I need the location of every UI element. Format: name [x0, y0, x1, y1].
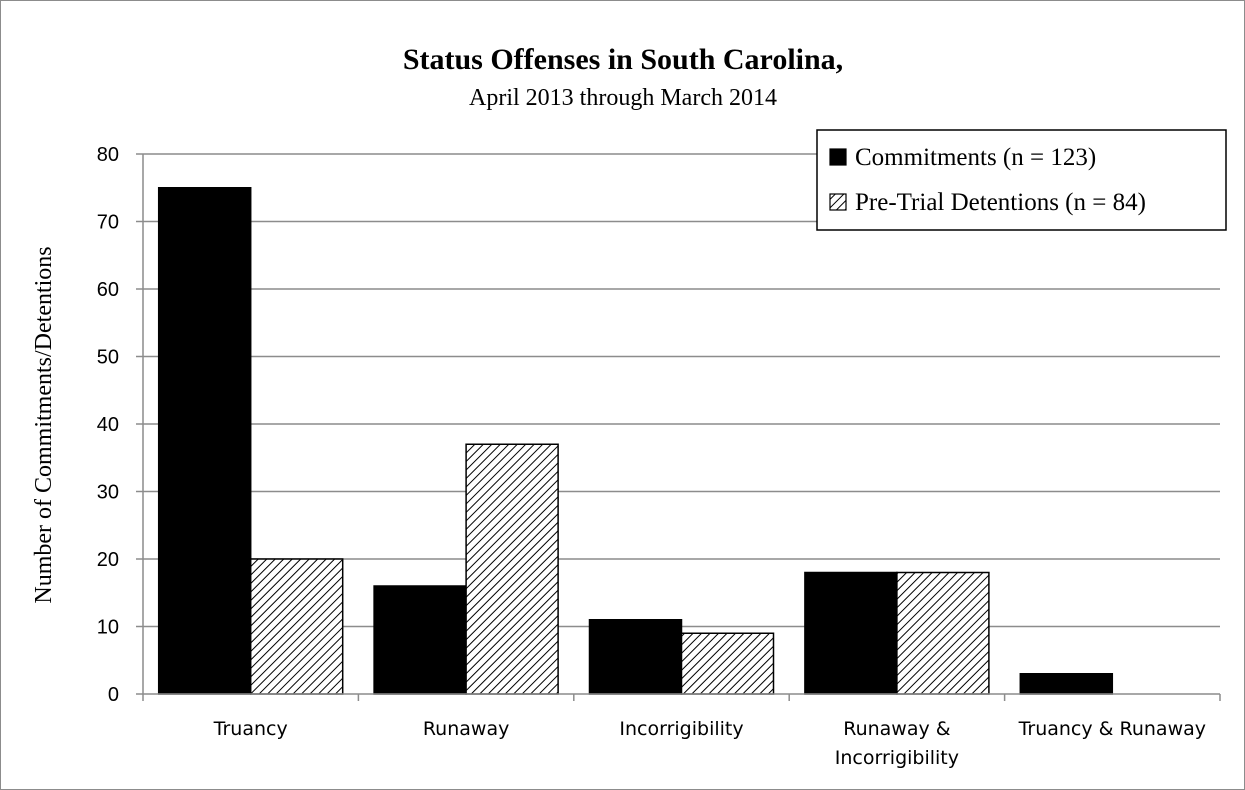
y-tick-label-80: 80	[97, 144, 119, 166]
bar-commitments-1	[373, 585, 467, 695]
y-tick-label-50: 50	[97, 347, 119, 369]
legend-label-0: Commitments (n = 123)	[855, 144, 1096, 171]
y-tick-label-10: 10	[97, 617, 119, 639]
x-tick-label-3-0: Runaway &	[843, 718, 951, 740]
bar-commitments-4	[1019, 673, 1114, 695]
x-tick-label-3-1: Incorrigibility	[835, 747, 959, 769]
x-tick-label-1-0: Runaway	[423, 718, 510, 740]
bar-commitments-0	[157, 187, 252, 695]
x-tick-label-0-0: Truancy	[213, 718, 288, 740]
chart-subtitle: April 2013 through March 2014	[469, 85, 777, 111]
bar-commitments-2	[588, 619, 683, 695]
legend-swatch-0	[829, 148, 847, 166]
bar-commitments-3	[804, 571, 898, 695]
chart-title: Status Offenses in South Carolina,	[403, 43, 843, 76]
y-tick-label-70: 70	[97, 212, 119, 234]
x-tick-label-4-0: Truancy & Runaway	[1018, 718, 1206, 740]
y-tick-label-30: 30	[97, 482, 119, 504]
legend-label-1: Pre-Trial Detentions (n = 84)	[855, 189, 1146, 216]
bar-pretrial-0	[249, 558, 344, 695]
x-tick-label-2-0: Incorrigibility	[619, 718, 743, 740]
bar-pretrial-3	[896, 571, 990, 695]
y-tick-label-40: 40	[97, 414, 119, 436]
y-axis-label: Number of Commitments/Detentions	[31, 246, 57, 603]
bars	[157, 187, 1114, 695]
y-tick-label-60: 60	[97, 279, 119, 301]
y-tick-label-20: 20	[97, 549, 119, 571]
legend-swatch-1	[829, 193, 847, 211]
bar-pretrial-2	[680, 632, 775, 695]
axes: 0 10 20 30 40 50 60 70 80 Truancy Runaway Incorrigi…	[97, 144, 1221, 769]
y-tick-label-0: 0	[108, 684, 119, 706]
legend-box	[816, 129, 1227, 231]
bar-pretrial-1	[465, 443, 559, 695]
legend: Commitments (n = 123) Pre-Trial Detention…	[816, 129, 1227, 231]
